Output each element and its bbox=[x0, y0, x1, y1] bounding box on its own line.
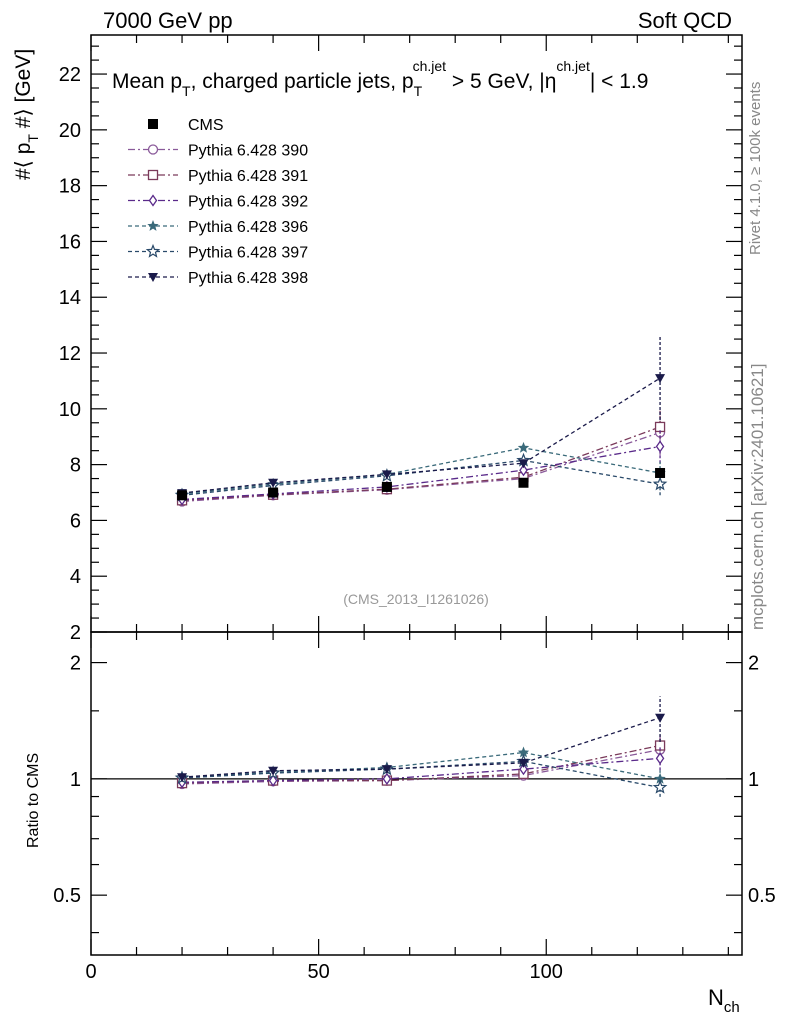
series-392-ratio-point bbox=[519, 762, 528, 776]
legend-marker bbox=[145, 243, 161, 258]
series-391-ratio bbox=[176, 735, 666, 789]
series-397-point bbox=[652, 476, 668, 491]
ratio-tick-label-right: 2 bbox=[748, 653, 759, 675]
legend-marker bbox=[148, 119, 158, 129]
legend: CMS Pythia 6.428 390 Pythia 6.428 391 Pythi… bbox=[128, 117, 308, 287]
series-392-point bbox=[655, 440, 665, 453]
series-390-line bbox=[182, 431, 661, 503]
series-398-ratio-point bbox=[177, 773, 188, 783]
y-tick-label: 10 bbox=[59, 399, 81, 421]
series-397-ratio bbox=[174, 753, 668, 797]
axis-ticks bbox=[90, 35, 742, 955]
series-398-ratio-line bbox=[182, 717, 661, 778]
energy-label: 7000 GeV pp bbox=[103, 8, 233, 33]
series-396-main bbox=[176, 441, 666, 499]
cms-data-point bbox=[518, 477, 529, 488]
series-398-line bbox=[181, 377, 661, 494]
legend-label: Pythia 6.428 392 bbox=[188, 194, 308, 211]
series-392-ratio-point bbox=[268, 774, 278, 787]
ratio-tick-label-left: 0.5 bbox=[53, 885, 81, 907]
ratio-tick-label-right: 1 bbox=[748, 769, 759, 791]
y-tick-label: 12 bbox=[59, 343, 81, 365]
x-tick-labels: 0 50 100 bbox=[85, 961, 562, 983]
y-tick-label: 14 bbox=[59, 287, 81, 309]
series-398-ratio-point bbox=[381, 765, 392, 775]
legend-marker bbox=[147, 169, 159, 181]
series-398-point bbox=[655, 374, 666, 384]
series-390-ratio bbox=[176, 735, 666, 790]
legend-marker bbox=[147, 220, 159, 231]
series-397-ratio-point bbox=[652, 779, 668, 794]
cms-data-point bbox=[381, 481, 392, 492]
legend-marker bbox=[148, 273, 158, 282]
x-tick-label: 0 bbox=[85, 961, 96, 983]
series-396-point bbox=[517, 441, 530, 453]
series-398-ratio bbox=[177, 696, 666, 783]
y-tick-label: 18 bbox=[59, 176, 81, 198]
ratio-panel-frame bbox=[90, 631, 743, 956]
analysis-id-label: (CMS_2013_I1261026) bbox=[343, 591, 489, 607]
series-397-line bbox=[181, 459, 661, 496]
series-398-point bbox=[518, 459, 529, 469]
series-398-point bbox=[268, 478, 279, 488]
y-tick-labels: 2 4 6 8 10 12 14 16 18 20 22 bbox=[59, 64, 81, 644]
y-tick-label: 2 bbox=[70, 622, 81, 644]
legend-marker bbox=[147, 144, 159, 155]
cms-data bbox=[177, 467, 666, 501]
main-series-group bbox=[174, 336, 668, 507]
y-tick-label: 20 bbox=[59, 120, 81, 142]
series-396-ratio-point bbox=[517, 746, 530, 758]
legend-label: Pythia 6.428 396 bbox=[188, 219, 308, 236]
x-axis-label: Nch bbox=[708, 985, 740, 1016]
legend-marker bbox=[148, 194, 158, 207]
series-398-ratio-point bbox=[655, 713, 666, 723]
legend-label: CMS bbox=[188, 117, 224, 134]
series-391-line bbox=[182, 426, 661, 501]
series-396-ratio-point bbox=[654, 772, 666, 784]
legend-label: Pythia 6.428 391 bbox=[188, 168, 308, 185]
series-390-ratio-line bbox=[182, 749, 661, 785]
series-398-ratio-point bbox=[518, 758, 529, 768]
x-tick-label: 50 bbox=[307, 961, 329, 983]
ratio-y-axis-label: Ratio to CMS bbox=[25, 753, 42, 848]
ratio-series-group bbox=[174, 696, 668, 797]
chart-title: Mean pT, charged particle jets, pTch.jet… bbox=[112, 58, 648, 99]
series-392-line bbox=[182, 445, 661, 501]
series-392-ratio-line bbox=[182, 757, 661, 783]
x-tick-label: 100 bbox=[530, 961, 563, 983]
series-397-main bbox=[174, 452, 668, 502]
series-396-ratio-line bbox=[182, 751, 661, 780]
y-tick-label: 4 bbox=[70, 566, 81, 588]
cms-data-point bbox=[268, 487, 279, 498]
series-392-ratio-point bbox=[382, 772, 392, 786]
ratio-tick-labels: 0.5 0.5 1 1 2 2 bbox=[53, 653, 776, 908]
legend-label: Pythia 6.428 398 bbox=[188, 270, 308, 287]
legend-label: Pythia 6.428 390 bbox=[188, 143, 308, 160]
y-tick-label: 22 bbox=[59, 64, 81, 86]
y-tick-label: 6 bbox=[70, 510, 81, 532]
series-398-point bbox=[381, 470, 392, 480]
ratio-tick-label-left: 2 bbox=[70, 653, 81, 675]
legend-label: Pythia 6.428 397 bbox=[188, 245, 308, 262]
series-391-point bbox=[654, 421, 666, 433]
series-392-point bbox=[519, 464, 528, 477]
y-tick-label: 16 bbox=[59, 231, 81, 253]
series-398-main bbox=[177, 336, 666, 499]
category-label: Soft QCD bbox=[638, 8, 732, 33]
y-axis-label: #⟨ pT #⟩ [GeV] bbox=[12, 49, 41, 180]
y-tick-label: 8 bbox=[70, 455, 81, 477]
ratio-tick-label-left: 1 bbox=[70, 769, 81, 791]
cms-data-point bbox=[177, 490, 188, 501]
rivet-version-label: Rivet 4.1.0, ≥ 100k events bbox=[747, 82, 764, 255]
series-398-ratio-point bbox=[268, 766, 279, 776]
ratio-tick-label-right: 0.5 bbox=[748, 885, 776, 907]
mcplots-label: mcplots.cern.ch [arXiv:2401.10621] bbox=[748, 364, 767, 630]
cms-data-point bbox=[655, 467, 666, 478]
series-391-main bbox=[176, 410, 666, 506]
series-392-ratio-point bbox=[655, 752, 665, 765]
